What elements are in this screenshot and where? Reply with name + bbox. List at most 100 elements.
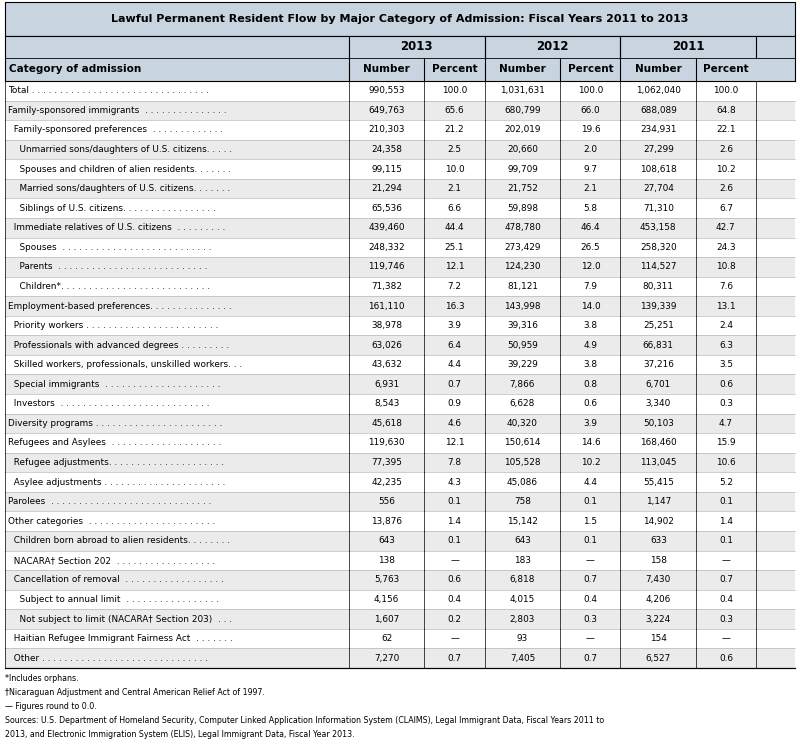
Bar bbox=[5, 238, 795, 257]
Text: 42,235: 42,235 bbox=[371, 478, 402, 487]
Bar bbox=[5, 81, 795, 101]
Text: 50,959: 50,959 bbox=[507, 341, 538, 350]
Bar bbox=[5, 140, 795, 159]
Text: 2.6: 2.6 bbox=[719, 145, 733, 154]
Text: Asylee adjustments . . . . . . . . . . . . . . . . . . . . . .: Asylee adjustments . . . . . . . . . . .… bbox=[8, 478, 226, 487]
Text: 478,780: 478,780 bbox=[504, 223, 541, 232]
Text: Married sons/daughters of U.S. citizens. . . . . . .: Married sons/daughters of U.S. citizens.… bbox=[8, 184, 230, 193]
Text: 10.6: 10.6 bbox=[716, 458, 736, 467]
Text: Number: Number bbox=[363, 65, 410, 74]
Text: 14.0: 14.0 bbox=[581, 302, 600, 311]
Text: 45,618: 45,618 bbox=[371, 419, 402, 428]
Text: Spouses and children of alien residents. . . . . . .: Spouses and children of alien residents.… bbox=[8, 165, 231, 174]
Text: 81,121: 81,121 bbox=[507, 282, 538, 291]
Text: 3.8: 3.8 bbox=[583, 321, 598, 330]
Bar bbox=[5, 257, 795, 277]
Bar bbox=[5, 492, 795, 511]
Bar bbox=[5, 570, 795, 590]
Text: 119,630: 119,630 bbox=[368, 438, 405, 447]
Text: 119,746: 119,746 bbox=[368, 262, 405, 271]
Text: NACARA† Section 202  . . . . . . . . . . . . . . . . . .: NACARA† Section 202 . . . . . . . . . . … bbox=[8, 556, 215, 565]
Text: 143,998: 143,998 bbox=[504, 302, 541, 311]
Text: 2.4: 2.4 bbox=[719, 321, 733, 330]
Bar bbox=[5, 179, 795, 199]
Text: Investors  . . . . . . . . . . . . . . . . . . . . . . . . . . .: Investors . . . . . . . . . . . . . . . … bbox=[8, 399, 210, 408]
Text: 62: 62 bbox=[381, 634, 392, 643]
Text: 22.1: 22.1 bbox=[716, 126, 736, 135]
Bar bbox=[5, 316, 795, 335]
Text: —: — bbox=[586, 556, 595, 565]
Bar bbox=[5, 101, 795, 120]
Text: 99,115: 99,115 bbox=[371, 165, 402, 174]
Text: Priority workers . . . . . . . . . . . . . . . . . . . . . . . .: Priority workers . . . . . . . . . . . .… bbox=[8, 321, 218, 330]
Text: Category of admission: Category of admission bbox=[9, 65, 142, 74]
Text: 139,339: 139,339 bbox=[640, 302, 677, 311]
Text: Percent: Percent bbox=[567, 65, 614, 74]
Bar bbox=[5, 296, 795, 316]
Text: 0.6: 0.6 bbox=[583, 399, 598, 408]
Text: 39,229: 39,229 bbox=[507, 360, 538, 369]
Text: Refugees and Asylees  . . . . . . . . . . . . . . . . . . . .: Refugees and Asylees . . . . . . . . . .… bbox=[8, 438, 222, 447]
Text: 3.9: 3.9 bbox=[583, 419, 598, 428]
Text: 161,110: 161,110 bbox=[368, 302, 405, 311]
Text: 44.4: 44.4 bbox=[445, 223, 464, 232]
Text: 14,902: 14,902 bbox=[643, 517, 674, 526]
Text: 39,316: 39,316 bbox=[507, 321, 538, 330]
Text: 55,415: 55,415 bbox=[643, 478, 674, 487]
Text: †Nicaraguan Adjustment and Central American Relief Act of 1997.: †Nicaraguan Adjustment and Central Ameri… bbox=[5, 688, 265, 697]
Text: 124,230: 124,230 bbox=[504, 262, 541, 271]
Text: 16.3: 16.3 bbox=[445, 302, 464, 311]
Text: —: — bbox=[586, 634, 595, 643]
Text: 234,931: 234,931 bbox=[640, 126, 677, 135]
Text: Children*. . . . . . . . . . . . . . . . . . . . . . . . . . .: Children*. . . . . . . . . . . . . . . .… bbox=[8, 282, 210, 291]
Text: 6.4: 6.4 bbox=[447, 341, 462, 350]
Bar bbox=[5, 531, 795, 550]
Text: 7.2: 7.2 bbox=[447, 282, 462, 291]
Text: 0.8: 0.8 bbox=[583, 380, 598, 389]
Text: 100.0: 100.0 bbox=[578, 86, 603, 96]
Text: 7.6: 7.6 bbox=[719, 282, 733, 291]
Text: 1.4: 1.4 bbox=[447, 517, 462, 526]
Bar bbox=[5, 590, 795, 609]
Text: 0.3: 0.3 bbox=[719, 399, 733, 408]
Text: Lawful Permanent Resident Flow by Major Category of Admission: Fiscal Years 2011: Lawful Permanent Resident Flow by Major … bbox=[111, 14, 689, 24]
Text: 0.9: 0.9 bbox=[447, 399, 462, 408]
Text: 0.1: 0.1 bbox=[719, 536, 733, 545]
Text: 183: 183 bbox=[514, 556, 531, 565]
Text: 0.7: 0.7 bbox=[447, 380, 462, 389]
Text: 66,831: 66,831 bbox=[643, 341, 674, 350]
Text: 4.7: 4.7 bbox=[719, 419, 733, 428]
Text: 66.0: 66.0 bbox=[581, 106, 600, 115]
Text: 0.2: 0.2 bbox=[447, 614, 462, 623]
Bar bbox=[5, 609, 795, 629]
Text: 77,395: 77,395 bbox=[371, 458, 402, 467]
Text: 758: 758 bbox=[514, 497, 531, 506]
Text: 6,931: 6,931 bbox=[374, 380, 399, 389]
Text: 990,553: 990,553 bbox=[368, 86, 405, 96]
Text: 633: 633 bbox=[650, 536, 666, 545]
Bar bbox=[5, 199, 795, 218]
Text: 46.4: 46.4 bbox=[581, 223, 600, 232]
Text: 0.4: 0.4 bbox=[583, 595, 598, 604]
Bar bbox=[5, 629, 795, 648]
Text: Percent: Percent bbox=[703, 65, 749, 74]
Text: 556: 556 bbox=[378, 497, 395, 506]
Text: 105,528: 105,528 bbox=[504, 458, 541, 467]
Text: —: — bbox=[450, 556, 459, 565]
Text: 6,818: 6,818 bbox=[510, 575, 535, 584]
Text: 99,709: 99,709 bbox=[507, 165, 538, 174]
Text: 5.2: 5.2 bbox=[719, 478, 733, 487]
Text: —: — bbox=[722, 634, 730, 643]
Text: 7,405: 7,405 bbox=[510, 653, 535, 663]
Text: 643: 643 bbox=[514, 536, 531, 545]
Text: 6,527: 6,527 bbox=[646, 653, 671, 663]
Bar bbox=[5, 277, 795, 296]
Text: Family-sponsored immigrants  . . . . . . . . . . . . . . .: Family-sponsored immigrants . . . . . . … bbox=[8, 106, 226, 115]
Text: 10.8: 10.8 bbox=[716, 262, 736, 271]
Text: 15.9: 15.9 bbox=[716, 438, 736, 447]
Text: 0.4: 0.4 bbox=[719, 595, 733, 604]
Text: —: — bbox=[722, 556, 730, 565]
Text: 21.2: 21.2 bbox=[445, 126, 464, 135]
Text: 21,294: 21,294 bbox=[371, 184, 402, 193]
Text: 439,460: 439,460 bbox=[368, 223, 405, 232]
